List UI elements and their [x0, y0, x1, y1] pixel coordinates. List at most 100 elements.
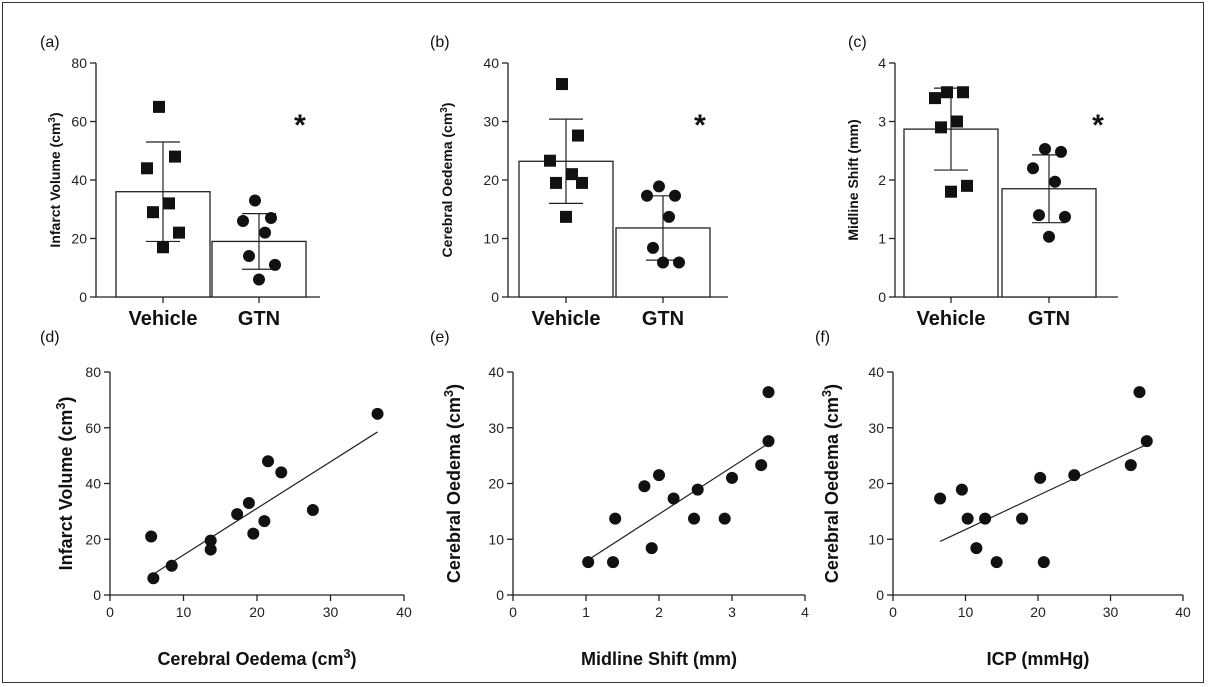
y-tick-label: 2: [878, 172, 886, 188]
data-point: [1140, 435, 1153, 448]
data-point: [1016, 512, 1029, 525]
x-tick-label: 40: [396, 604, 412, 620]
y-axis-label: Cerebral Oedema (cm3): [442, 384, 464, 583]
y-tick-label: 1: [878, 231, 886, 247]
panel-e: (e) 0 10 20 30 40 Cerebral Oedema (cm3) 0 1 2 3 4 Mi…: [430, 329, 809, 669]
y-tick-label: 40: [483, 55, 499, 71]
x-tick-label: 20: [1030, 604, 1046, 620]
x-tick-label: 2: [655, 604, 663, 620]
data-point: [990, 556, 1003, 569]
data-point-square: [945, 185, 957, 198]
y-tick-label: 0: [878, 289, 886, 305]
y-tick-label: 20: [85, 531, 101, 547]
data-point: [755, 459, 768, 472]
panel-label: (c): [848, 34, 867, 51]
data-point: [762, 386, 775, 399]
data-point-circle: [669, 189, 681, 202]
category-label: GTN: [1028, 308, 1070, 330]
data-point-circle: [1059, 210, 1071, 223]
x-tick-label: 1: [582, 604, 590, 620]
regression-line: [150, 431, 378, 576]
data-point-square: [941, 86, 953, 99]
data-point: [1034, 471, 1047, 484]
data-point-circle: [265, 212, 277, 225]
category-label: GTN: [238, 308, 280, 330]
x-tick-label: 0: [889, 604, 897, 620]
y-tick-label: 80: [71, 55, 87, 71]
data-point-square: [560, 210, 572, 223]
data-point-square: [173, 226, 185, 239]
x-tick-label: 4: [801, 604, 809, 620]
data-point-square: [141, 162, 153, 175]
data-point-circle: [657, 256, 669, 269]
data-point-square: [929, 92, 941, 105]
y-axis-label: Midline Shift (mm): [845, 119, 861, 240]
y-tick-label: 0: [496, 587, 504, 603]
data-point-circle: [259, 226, 271, 239]
data-point-square: [576, 176, 588, 189]
y-tick-label: 10: [488, 531, 504, 547]
panel-a: (a) 0 20 40 60 80 Infarct Volume (cm3) Vehicle G…: [40, 34, 320, 330]
data-point: [653, 469, 665, 482]
data-point: [934, 492, 947, 505]
x-tick-label: 30: [323, 604, 339, 620]
data-point: [1068, 469, 1081, 482]
y-tick-label: 40: [71, 172, 87, 188]
y-tick-label: 60: [71, 114, 87, 130]
y-tick-label: 40: [85, 476, 101, 492]
x-axis-label: Midline Shift (mm): [581, 649, 737, 669]
data-point-circle: [647, 241, 659, 254]
y-tick-label: 0: [93, 587, 101, 603]
data-point: [165, 559, 178, 572]
data-point: [582, 556, 595, 569]
panel-label: (a): [40, 34, 60, 51]
panel-c: (c) 0 1 2 3 4 Midline Shift (mm) Vehicle GTN *: [845, 34, 1118, 330]
y-tick-label: 10: [483, 231, 499, 247]
data-point-circle: [1033, 209, 1045, 222]
data-point: [1037, 556, 1050, 569]
category-label: Vehicle: [129, 308, 198, 330]
category-label: Vehicle: [917, 308, 986, 330]
data-point: [638, 480, 651, 493]
data-point-circle: [237, 214, 249, 227]
data-point: [609, 512, 622, 525]
data-point-square: [550, 176, 562, 189]
data-point: [667, 492, 680, 505]
y-tick-label: 40: [488, 364, 504, 380]
data-point-circle: [663, 210, 675, 223]
data-point: [955, 483, 968, 496]
category-label: Vehicle: [532, 308, 601, 330]
y-tick-label: 60: [85, 420, 101, 436]
data-point: [718, 512, 731, 525]
data-point-circle: [1049, 175, 1061, 188]
y-axis-label: Infarct Volume (cm3): [47, 112, 64, 247]
significance-marker: *: [294, 109, 306, 142]
data-point: [970, 542, 983, 555]
y-tick-label: 4: [878, 55, 886, 71]
panel-label: (f): [815, 329, 830, 346]
category-label: GTN: [642, 308, 684, 330]
y-tick-label: 10: [868, 531, 884, 547]
panel-label: (e): [430, 329, 450, 346]
y-tick-label: 20: [71, 231, 87, 247]
significance-marker: *: [694, 109, 706, 142]
data-point-square: [951, 115, 963, 128]
y-tick-label: 40: [868, 364, 884, 380]
data-point: [262, 455, 275, 468]
data-point-circle: [249, 194, 261, 207]
x-tick-label: 10: [958, 604, 974, 620]
y-tick-label: 30: [483, 114, 499, 130]
data-point: [645, 542, 658, 555]
x-tick-label: 10: [176, 604, 192, 620]
data-point-square: [957, 86, 969, 99]
data-point-square: [935, 121, 947, 134]
data-point-square: [169, 150, 181, 163]
x-tick-label: 0: [509, 604, 517, 620]
data-point-circle: [1055, 145, 1067, 158]
data-point-circle: [653, 180, 665, 193]
data-point-square: [961, 179, 973, 192]
data-point-circle: [269, 258, 281, 271]
regression-line: [939, 443, 1148, 543]
y-tick-label: 80: [85, 364, 101, 380]
data-point-square: [157, 241, 169, 254]
